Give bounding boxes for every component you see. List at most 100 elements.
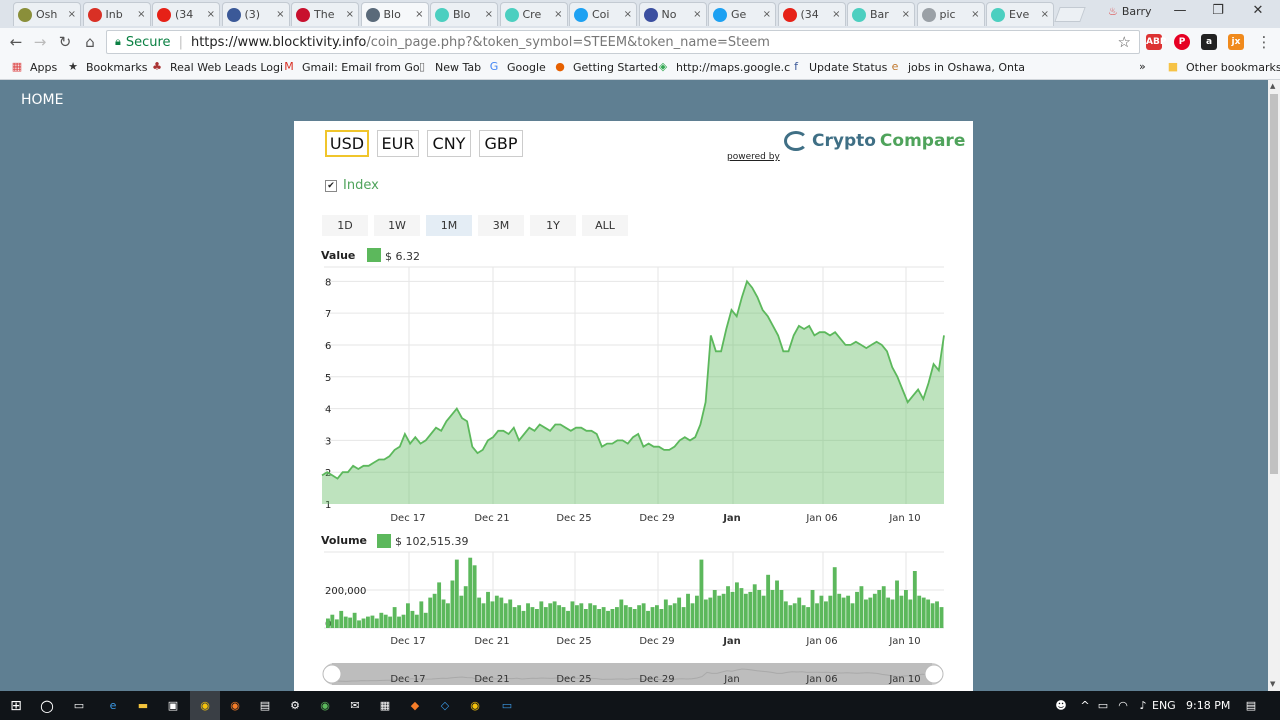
range-button-1y[interactable]: 1Y <box>530 215 576 236</box>
scrollbar-thumb[interactable] <box>1270 94 1278 474</box>
tab-close-icon[interactable]: × <box>832 9 841 20</box>
cryptocompare-logo[interactable]: Crypto Compare <box>784 131 965 151</box>
firefox-taskbar-icon[interactable]: ◉ <box>230 699 240 712</box>
navigator-right-handle[interactable] <box>924 664 944 684</box>
tab-close-icon[interactable]: × <box>693 9 702 20</box>
monitor-taskbar-icon[interactable]: ▭ <box>501 699 513 712</box>
bookmark-item[interactable]: ▦ Apps <box>10 60 57 74</box>
currency-button-usd[interactable]: USD <box>325 130 369 157</box>
scroll-down-icon[interactable]: ▼ <box>1270 680 1276 688</box>
taskbar-clock[interactable]: 9:18 PM <box>1186 699 1231 712</box>
volume-icon[interactable]: ♪ <box>1139 699 1147 712</box>
store-icon[interactable]: ▣ <box>167 699 179 712</box>
bookmark-item[interactable]: ★ Bookmarks <box>66 60 147 74</box>
cortana-icon[interactable]: ○ <box>40 696 54 715</box>
index-toggle[interactable]: ✔ Index <box>325 178 379 193</box>
browser-tab[interactable]: (3) × <box>221 2 290 26</box>
bookmarks-overflow[interactable]: » <box>1139 60 1146 73</box>
index-checkbox[interactable]: ✔ <box>325 179 337 192</box>
tab-close-icon[interactable]: × <box>67 9 76 20</box>
browser-tab[interactable]: pic × <box>916 2 985 26</box>
browser-tab[interactable]: Blo × <box>360 2 429 26</box>
range-button-1m[interactable]: 1M <box>426 215 472 236</box>
browser-tab[interactable]: Blo × <box>430 2 498 26</box>
back-icon[interactable]: ← <box>9 33 23 51</box>
bookmark-item[interactable]: f Update Status <box>789 60 887 74</box>
currency-button-cny[interactable]: CNY <box>427 130 471 157</box>
currency-button-eur[interactable]: EUR <box>377 130 419 157</box>
page-scrollbar[interactable]: ▲ ▼ <box>1268 80 1280 691</box>
bookmark-item[interactable]: ◈ http://maps.google.c <box>656 60 790 74</box>
chrome-menu-icon[interactable]: ⋮ <box>1256 33 1272 51</box>
tab-close-icon[interactable]: × <box>623 9 632 20</box>
browser-tab[interactable]: Eve × <box>986 2 1054 26</box>
range-button-3m[interactable]: 3M <box>478 215 524 236</box>
mail-taskbar-icon[interactable]: ✉ <box>350 699 360 712</box>
restore-icon[interactable]: ❐ <box>1212 3 1224 18</box>
range-button-all[interactable]: ALL <box>582 215 628 236</box>
pinterest-extension-icon[interactable]: P <box>1174 34 1190 50</box>
powered-by-link[interactable]: powered by <box>727 152 780 162</box>
range-button-1w[interactable]: 1W <box>374 215 420 236</box>
address-bar[interactable]: 🔒︎ Secure | https://www.blocktivity.info… <box>106 30 1140 54</box>
new-tab-button[interactable] <box>1054 7 1086 22</box>
browser-tab[interactable]: Coi × <box>569 2 637 26</box>
chrome-taskbar-icon[interactable]: ◉ <box>200 699 210 712</box>
close-window-icon[interactable]: ✕ <box>1252 3 1264 18</box>
home-icon[interactable]: ⌂ <box>85 33 95 51</box>
amazon-extension-icon[interactable]: a <box>1201 34 1217 50</box>
tab-close-icon[interactable]: × <box>345 9 354 20</box>
windows-start-icon[interactable]: ⊞ <box>10 698 22 714</box>
brave-taskbar-icon[interactable]: ◆ <box>410 699 420 712</box>
tab-close-icon[interactable]: × <box>137 9 146 20</box>
browser-tab[interactable]: No × <box>638 2 707 26</box>
bookmark-item[interactable]: e jobs in Oshawa, Onta <box>888 60 1025 74</box>
language-indicator[interactable]: ENG <box>1152 699 1176 712</box>
action-center-icon[interactable]: ▤ <box>1245 699 1257 712</box>
scroll-up-icon[interactable]: ▲ <box>1270 82 1276 90</box>
jx-extension-icon[interactable]: jx <box>1228 34 1244 50</box>
tab-close-icon[interactable]: × <box>206 9 215 20</box>
calculator-taskbar-icon[interactable]: ▦ <box>379 699 391 712</box>
other-bookmarks[interactable]: ■ Other bookmarks <box>1166 60 1280 74</box>
browser-tab[interactable]: Osh × <box>13 2 81 26</box>
bookmark-item[interactable]: ♣ Real Web Leads Logi <box>150 60 283 74</box>
range-button-1d[interactable]: 1D <box>322 215 368 236</box>
edge-icon[interactable]: e <box>109 699 117 712</box>
nav-home-link[interactable]: HOME <box>21 92 64 108</box>
browser-tab[interactable]: (34 × <box>777 2 846 26</box>
tab-close-icon[interactable]: × <box>415 9 424 20</box>
people-icon[interactable]: ☻ <box>1055 699 1067 712</box>
bookmark-star-icon[interactable]: ☆ <box>1117 33 1131 51</box>
minimize-icon[interactable]: — <box>1173 3 1187 18</box>
navigator-left-handle[interactable] <box>322 664 342 684</box>
file-explorer-icon[interactable]: ▬ <box>137 699 149 712</box>
browser-tab[interactable]: Inb × <box>82 2 151 26</box>
tab-close-icon[interactable]: × <box>484 9 493 20</box>
app-taskbar-icon[interactable]: ◇ <box>440 699 450 712</box>
browser-tab[interactable]: The × <box>291 2 359 26</box>
browser-tab[interactable]: Cre × <box>499 2 568 26</box>
adblock-extension-icon[interactable]: ABP <box>1146 34 1166 50</box>
tab-close-icon[interactable]: × <box>901 9 910 20</box>
tab-close-icon[interactable]: × <box>276 9 285 20</box>
reload-icon[interactable]: ↻ <box>58 33 72 51</box>
bookmark-item[interactable]: G Google <box>487 60 546 74</box>
browser-tab[interactable]: Bar × <box>847 2 915 26</box>
tab-close-icon[interactable]: × <box>971 9 980 20</box>
browser-tab[interactable]: Ge × <box>708 2 776 26</box>
currency-button-gbp[interactable]: GBP <box>479 130 523 157</box>
bookmark-item[interactable]: M Gmail: Email from Go <box>282 60 419 74</box>
wifi-icon[interactable]: ◠ <box>1118 699 1128 712</box>
bookmark-item[interactable]: ● Getting Started <box>553 60 658 74</box>
tab-close-icon[interactable]: × <box>762 9 771 20</box>
battery-icon[interactable]: ▭ <box>1097 699 1109 712</box>
tab-close-icon[interactable]: × <box>1040 9 1049 20</box>
settings-taskbar-icon[interactable]: ⚙ <box>290 699 300 712</box>
chrome-alt-taskbar-icon[interactable]: ◉ <box>470 699 480 712</box>
forward-icon[interactable]: → <box>33 33 47 51</box>
green-app-taskbar-icon[interactable]: ◉ <box>320 699 330 712</box>
browser-tab[interactable]: (34 × <box>152 2 220 26</box>
task-view-icon[interactable]: ▭ <box>73 699 85 712</box>
